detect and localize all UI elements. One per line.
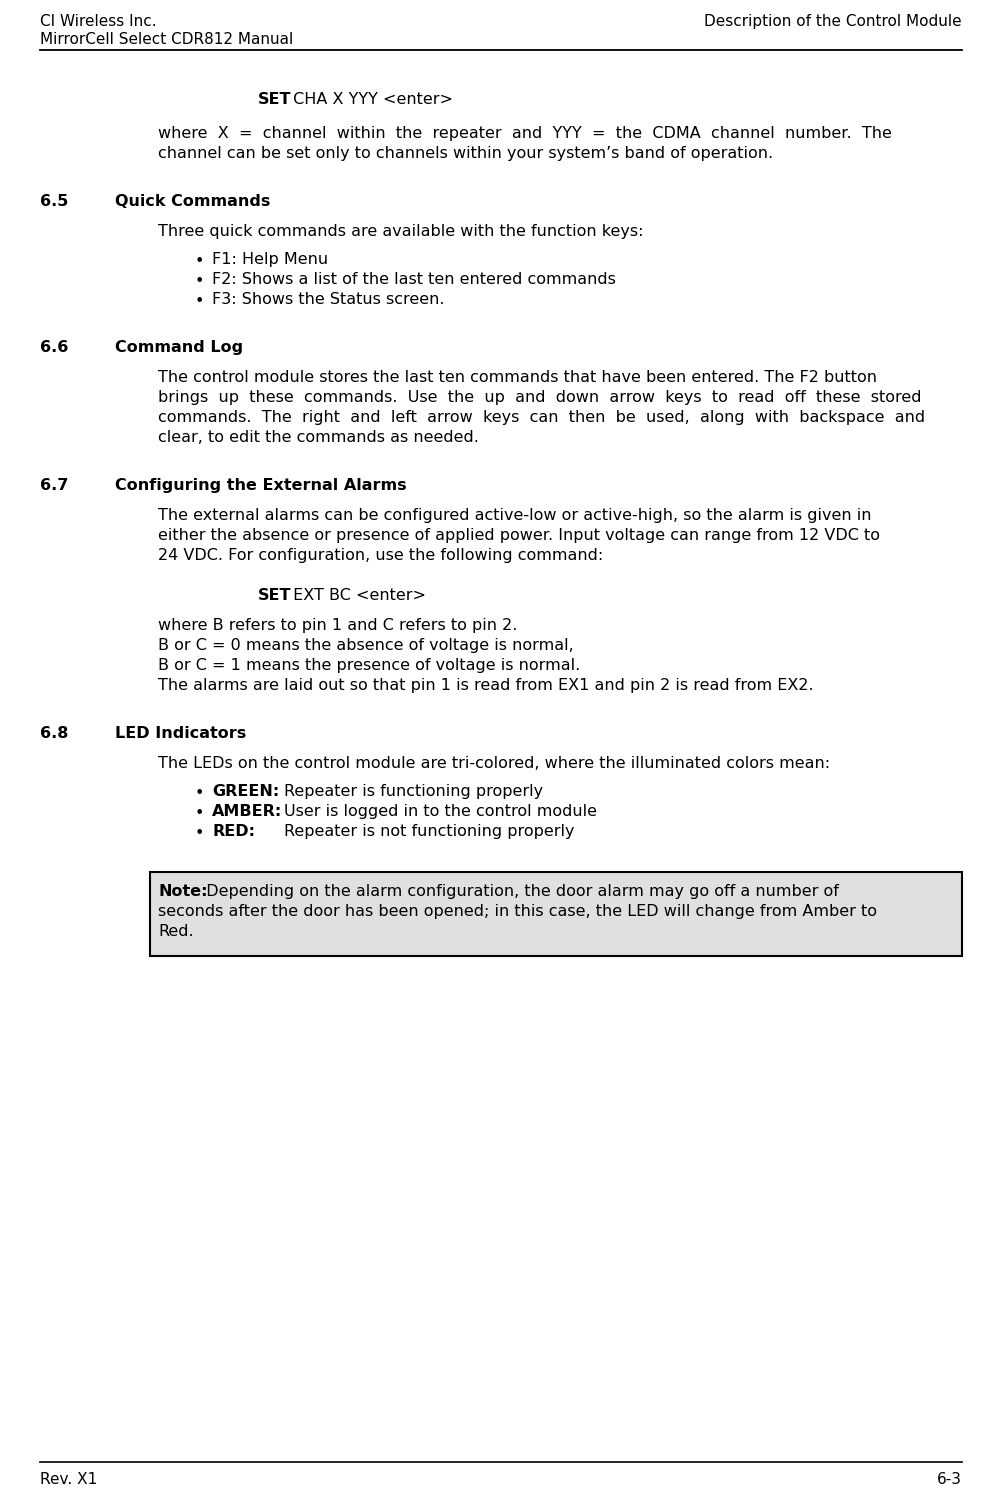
Text: commands.  The  right  and  left  arrow  keys  can  then  be  used,  along  with: commands. The right and left arrow keys … (158, 411, 926, 426)
Text: Three quick commands are available with the function keys:: Three quick commands are available with … (158, 224, 643, 239)
Text: B or C = 1 means the presence of voltage is normal.: B or C = 1 means the presence of voltage… (158, 658, 581, 673)
Text: GREEN:: GREEN: (212, 784, 279, 799)
Text: The alarms are laid out so that pin 1 is read from EX1 and pin 2 is read from EX: The alarms are laid out so that pin 1 is… (158, 678, 814, 693)
Text: Depending on the alarm configuration, the door alarm may go off a number of: Depending on the alarm configuration, th… (196, 884, 838, 899)
Text: where  X  =  channel  within  the  repeater  and  YYY  =  the  CDMA  channel  nu: where X = channel within the repeater an… (158, 125, 892, 140)
Text: 6.7: 6.7 (40, 478, 68, 493)
Text: where B refers to pin 1 and C refers to pin 2.: where B refers to pin 1 and C refers to … (158, 618, 517, 633)
Text: clear, to edit the commands as needed.: clear, to edit the commands as needed. (158, 430, 479, 445)
Text: MirrorCell Select CDR812 Manual: MirrorCell Select CDR812 Manual (40, 31, 293, 46)
Text: Red.: Red. (158, 924, 193, 939)
Text: SET: SET (258, 588, 291, 603)
Text: seconds after the door has been opened; in this case, the LED will change from A: seconds after the door has been opened; … (158, 903, 877, 920)
Text: Repeater is not functioning properly: Repeater is not functioning properly (284, 824, 575, 839)
Text: LED Indicators: LED Indicators (115, 726, 246, 741)
Text: The external alarms can be configured active-low or active-high, so the alarm is: The external alarms can be configured ac… (158, 508, 871, 523)
Text: Command Log: Command Log (115, 340, 243, 355)
Text: 6.6: 6.6 (40, 340, 68, 355)
Text: B or C = 0 means the absence of voltage is normal,: B or C = 0 means the absence of voltage … (158, 638, 574, 652)
Text: •: • (195, 785, 204, 802)
Text: •: • (195, 806, 204, 821)
Text: F3: Shows the Status screen.: F3: Shows the Status screen. (212, 293, 445, 308)
Text: CI Wireless Inc.: CI Wireless Inc. (40, 13, 157, 28)
Text: EXT BC <enter>: EXT BC <enter> (288, 588, 426, 603)
Text: CHA X YYY <enter>: CHA X YYY <enter> (288, 93, 453, 107)
Text: SET: SET (258, 93, 291, 107)
Text: Description of the Control Module: Description of the Control Module (705, 13, 962, 28)
Text: •: • (195, 254, 204, 269)
Text: AMBER:: AMBER: (212, 805, 282, 820)
Text: 6.8: 6.8 (40, 726, 68, 741)
Text: Configuring the External Alarms: Configuring the External Alarms (115, 478, 406, 493)
Text: •: • (195, 826, 204, 841)
Text: either the absence or presence of applied power. Input voltage can range from 12: either the absence or presence of applie… (158, 529, 880, 543)
Text: Note:: Note: (158, 884, 207, 899)
Text: User is logged in to the control module: User is logged in to the control module (284, 805, 597, 820)
Text: The LEDs on the control module are tri-colored, where the illuminated colors mea: The LEDs on the control module are tri-c… (158, 755, 830, 770)
Text: channel can be set only to channels within your system’s band of operation.: channel can be set only to channels with… (158, 146, 773, 161)
FancyBboxPatch shape (150, 872, 962, 956)
Text: brings  up  these  commands.  Use  the  up  and  down  arrow  keys  to  read  of: brings up these commands. Use the up and… (158, 390, 922, 405)
Text: The control module stores the last ten commands that have been entered. The F2 b: The control module stores the last ten c… (158, 370, 877, 385)
Text: RED:: RED: (212, 824, 255, 839)
Text: 6.5: 6.5 (40, 194, 68, 209)
Text: 6-3: 6-3 (937, 1472, 962, 1487)
Text: Rev. X1: Rev. X1 (40, 1472, 97, 1487)
Text: Repeater is functioning properly: Repeater is functioning properly (284, 784, 543, 799)
Text: •: • (195, 294, 204, 309)
Text: Quick Commands: Quick Commands (115, 194, 271, 209)
Text: •: • (195, 275, 204, 290)
Text: F2: Shows a list of the last ten entered commands: F2: Shows a list of the last ten entered… (212, 272, 615, 287)
Text: F1: Help Menu: F1: Help Menu (212, 252, 328, 267)
Text: 24 VDC. For configuration, use the following command:: 24 VDC. For configuration, use the follo… (158, 548, 604, 563)
